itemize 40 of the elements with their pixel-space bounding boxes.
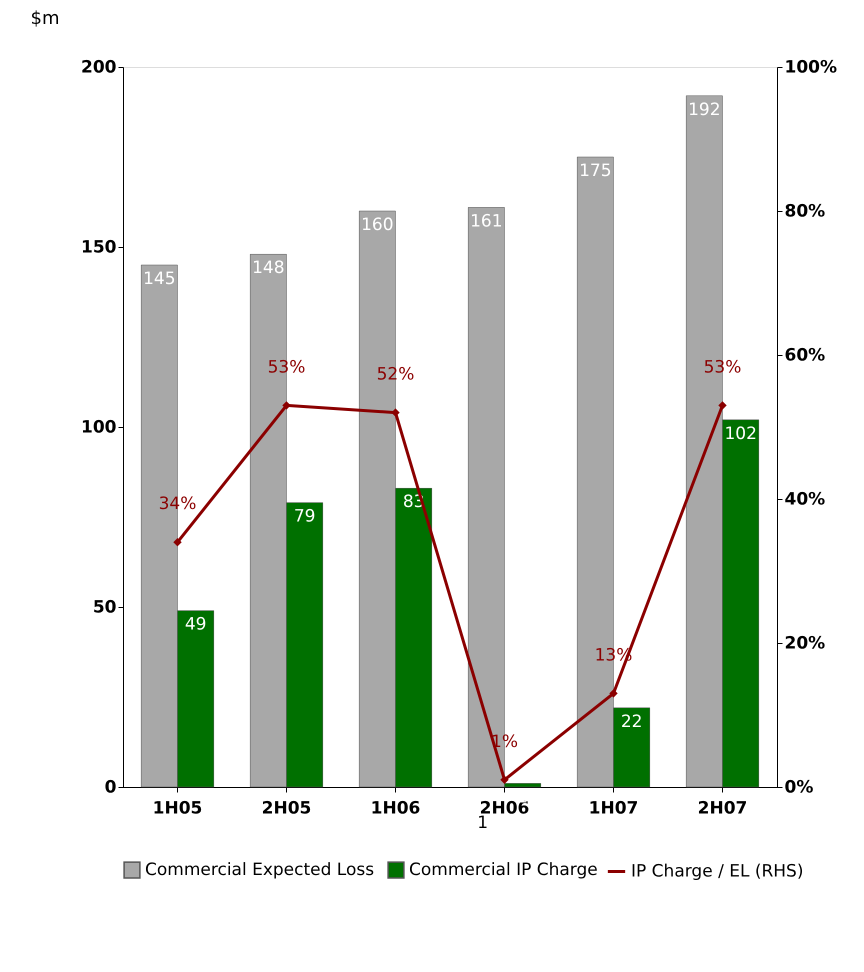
x-tick-label: 2H05 [262, 798, 312, 818]
y2-tick-label: 0% [784, 778, 814, 798]
y-axis-title: $m [30, 8, 60, 29]
y-tick-label: 150 [81, 238, 117, 258]
y2-tick-label: 40% [784, 490, 826, 510]
data-label: 145 [143, 269, 176, 289]
legend-label: IP Charge / EL (RHS) [631, 862, 804, 882]
point [391, 408, 400, 417]
y2-tick-label: 60% [784, 346, 826, 366]
y-tick-label: 200 [81, 58, 117, 78]
y-tick-label: 100 [81, 418, 117, 438]
y-tick-label: 50 [92, 598, 117, 618]
x-tick-label: 2H07 [698, 798, 748, 818]
data-label: 53% [704, 357, 742, 378]
point [718, 401, 727, 410]
y-tick-label: 0 [104, 778, 117, 798]
y2-tick-label: 80% [784, 202, 826, 222]
x-tick-label: 1H06 [370, 798, 420, 818]
legend-label: Commercial IP Charge [409, 860, 598, 880]
point [609, 689, 618, 698]
data-label: 192 [688, 100, 721, 120]
data-label: 79 [294, 506, 316, 527]
data-label: 102 [724, 424, 757, 444]
point [500, 776, 509, 784]
data-label: 148 [252, 258, 285, 278]
x-tick-label: 1H05 [152, 798, 202, 818]
y2-tick-label: 20% [784, 634, 826, 654]
data-label: 52% [376, 364, 414, 385]
data-label: 22 [620, 712, 642, 732]
data-label: 161 [470, 211, 503, 232]
data-label: 34% [158, 494, 196, 514]
data-label: 160 [361, 215, 394, 235]
data-label: 53% [268, 357, 306, 378]
y2-tick-label: 100% [784, 58, 838, 78]
x-tick-label: 1H07 [588, 798, 638, 818]
legend-label: Commercial Expected Loss [145, 860, 374, 880]
data-label: 175 [579, 161, 612, 181]
data-label: 49 [184, 614, 206, 635]
point [173, 538, 182, 546]
point [282, 401, 291, 410]
